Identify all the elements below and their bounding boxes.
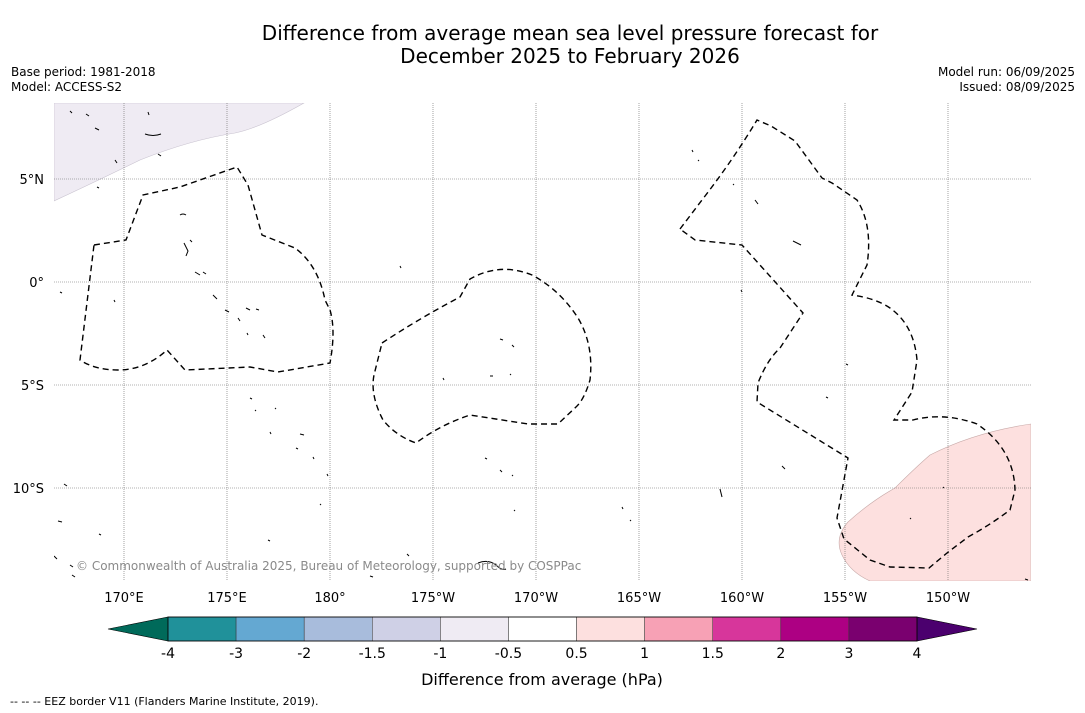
lat-label-10s: 10°S bbox=[13, 482, 44, 497]
map-title: Difference from average mean sea level p… bbox=[0, 22, 1085, 68]
colorbar-tick-label: -0.5 bbox=[495, 646, 522, 662]
colorbar-segment bbox=[780, 616, 850, 642]
islands bbox=[54, 110, 1029, 581]
colorbar-tick-label: -1 bbox=[433, 646, 447, 662]
eez-border-central bbox=[372, 268, 592, 444]
map-title-line2: December 2025 to February 2026 bbox=[400, 44, 740, 68]
colorbar-tick-label: 1 bbox=[640, 646, 649, 662]
colorbar-tick-label: 1.5 bbox=[702, 646, 724, 662]
gridlines bbox=[54, 103, 1031, 581]
anomaly-region-negative bbox=[54, 103, 305, 202]
colorbar-segment bbox=[440, 616, 509, 642]
colorbar-tick-label: -3 bbox=[229, 646, 243, 662]
colorbar-segment bbox=[712, 616, 782, 642]
colorbar-tick-label: -2 bbox=[297, 646, 311, 662]
model-name: Model: ACCESS-S2 bbox=[11, 80, 123, 94]
colorbar-segment bbox=[303, 616, 373, 642]
latitude-labels: 5°N 0° 5°S 10°S bbox=[13, 173, 44, 497]
base-period: Base period: 1981-2018 bbox=[11, 65, 156, 79]
lon-label-170w: 170°W bbox=[514, 591, 558, 606]
map-title-line1: Difference from average mean sea level p… bbox=[261, 21, 879, 45]
colorbar-segment bbox=[576, 616, 645, 642]
colorbar-tick-label: 0.5 bbox=[565, 646, 587, 662]
lon-label-175e: 175°E bbox=[207, 591, 247, 606]
colorbar-tick-label: 4 bbox=[913, 646, 922, 662]
colorbar-segment bbox=[644, 616, 713, 642]
map-area: © Commonwealth of Australia 2025, Bureau… bbox=[54, 103, 1031, 581]
colorbar-tick-label: 2 bbox=[776, 646, 785, 662]
lon-label-150w: 150°W bbox=[926, 591, 970, 606]
lon-label-170e: 170°E bbox=[104, 591, 144, 606]
colorbar-segment bbox=[372, 616, 441, 642]
colorbar-segment bbox=[508, 616, 577, 642]
colorbar-tick-labels: -4 -3 -2 -1.5 -1 -0.5 0.5 1 1.5 2 3 4 bbox=[161, 646, 922, 662]
eez-borders bbox=[79, 119, 1016, 569]
lon-label-165w: 165°W bbox=[617, 591, 661, 606]
issued-date: Issued: 08/09/2025 bbox=[959, 80, 1075, 94]
lat-label-5s: 5°S bbox=[21, 379, 44, 394]
lat-label-5n: 5°N bbox=[20, 173, 45, 188]
colorbar-tick-label: -4 bbox=[161, 646, 175, 662]
lon-label-175w: 175°W bbox=[411, 591, 455, 606]
meta-right: Model run: 06/09/2025 Issued: 08/09/2025 bbox=[938, 65, 1075, 95]
colorbar-segment bbox=[167, 616, 237, 642]
colorbar-tick-label: -1.5 bbox=[359, 646, 386, 662]
colorbar-under-arrow bbox=[107, 616, 169, 642]
colorbar-segment bbox=[235, 616, 305, 642]
longitude-labels: 170°E 175°E 180° 175°W 170°W 165°W 160°W… bbox=[104, 591, 970, 606]
copyright-notice: © Commonwealth of Australia 2025, Bureau… bbox=[76, 559, 581, 573]
colorbar-segments bbox=[167, 616, 918, 642]
colorbar-label: Difference from average (hPa) bbox=[421, 670, 663, 689]
colorbar-over-arrow bbox=[916, 616, 978, 642]
model-run: Model run: 06/09/2025 bbox=[937, 65, 1075, 79]
meta-left: Base period: 1981-2018 Model: ACCESS-S2 bbox=[11, 65, 156, 95]
lon-label-155w: 155°W bbox=[823, 591, 867, 606]
eez-border-east bbox=[679, 119, 1016, 569]
eez-border-west bbox=[79, 166, 334, 373]
colorbar-segment bbox=[848, 616, 918, 642]
lon-label-160w: 160°W bbox=[720, 591, 764, 606]
lon-label-180: 180° bbox=[314, 591, 345, 606]
colorbar: -4 -3 -2 -1.5 -1 -0.5 0.5 1 1.5 2 3 4 Difference fr… bbox=[107, 616, 978, 689]
lat-label-0: 0° bbox=[29, 276, 44, 291]
anomaly-region-positive bbox=[838, 423, 1031, 581]
colorbar-tick-label: 3 bbox=[844, 646, 853, 662]
eez-legend-note: -- -- -- EEZ border V11 (Flanders Marine… bbox=[10, 695, 319, 708]
